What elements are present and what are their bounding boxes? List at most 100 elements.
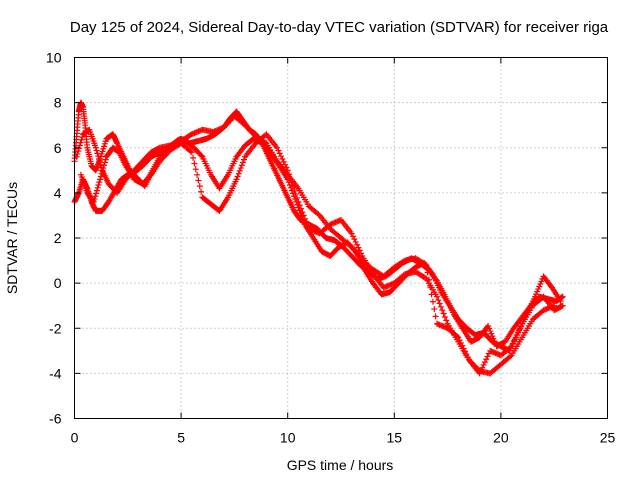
data-point: [94, 184, 101, 191]
data-point: [440, 310, 447, 317]
data-point: [79, 134, 86, 141]
data-point: [400, 258, 407, 265]
data-point: [294, 194, 301, 201]
data-point: [457, 339, 464, 346]
data-point: [515, 329, 522, 336]
data-point: [282, 161, 289, 168]
data-point: [349, 233, 356, 240]
data-point: [304, 222, 311, 229]
data-point: [455, 334, 462, 341]
x-tick-label: 15: [387, 430, 403, 446]
x-tick-label: 5: [177, 430, 185, 446]
data-point: [437, 303, 444, 310]
data-point: [96, 158, 103, 165]
data-point: [97, 161, 104, 168]
data-point: [78, 136, 85, 143]
data-point: [91, 196, 98, 203]
data-point: [477, 367, 484, 374]
data-point: [92, 193, 99, 200]
data-point: [559, 293, 566, 300]
data-point: [75, 148, 82, 155]
data-point: [93, 147, 100, 154]
data-point: [96, 179, 103, 186]
data-point: [239, 159, 246, 166]
data-point: [509, 340, 516, 347]
y-axis-label: SDTVAR / TECUs: [4, 182, 20, 294]
y-tick-label: 0: [54, 275, 62, 291]
x-tick-label: 10: [280, 430, 296, 446]
data-point: [95, 181, 102, 188]
data-point: [102, 156, 109, 163]
data-point: [557, 298, 564, 305]
data-point: [93, 187, 100, 194]
data-point: [298, 205, 305, 212]
data-point: [296, 202, 303, 209]
data-point: [351, 236, 358, 243]
data-point: [300, 212, 307, 219]
data-point: [237, 165, 244, 172]
data-point: [559, 302, 566, 309]
data-point: [188, 149, 195, 156]
x-axis-label: GPS time / hours: [287, 457, 394, 473]
data-point: [511, 337, 518, 344]
data-point: [460, 345, 467, 352]
data-point: [356, 247, 363, 254]
data-points: [71, 99, 566, 377]
data-point: [74, 150, 81, 157]
data-point: [77, 139, 84, 146]
data-point: [512, 334, 519, 341]
data-point: [436, 300, 443, 307]
x-tick-label: 20: [493, 430, 509, 446]
data-point: [433, 293, 440, 300]
data-point: [235, 170, 242, 177]
y-tick-label: -4: [49, 365, 62, 381]
data-point: [348, 230, 355, 237]
data-point: [76, 145, 83, 152]
data-point: [280, 158, 287, 165]
data-point: [92, 144, 99, 151]
y-tick-label: 2: [54, 230, 62, 246]
y-tick-label: 4: [54, 185, 62, 201]
data-point: [481, 359, 488, 366]
data-point: [198, 152, 205, 159]
data-point: [463, 351, 470, 358]
data-point: [424, 269, 431, 276]
data-point: [295, 198, 302, 205]
data-point: [187, 148, 194, 155]
data-point: [192, 166, 199, 173]
data-point: [196, 183, 203, 190]
data-point: [191, 160, 198, 167]
data-point: [95, 153, 102, 160]
tick-labels: 0 5 10 15 20 25 -6 -4 -2 0 2 4 6 8 10: [46, 50, 616, 446]
data-point: [90, 198, 97, 205]
data-point: [480, 361, 487, 368]
data-point: [435, 297, 442, 304]
data-point: [429, 298, 436, 305]
data-point: [96, 156, 103, 163]
data-point: [441, 313, 448, 320]
data-point: [234, 173, 241, 180]
data-point: [279, 156, 286, 163]
data-point: [427, 284, 434, 291]
data-point: [517, 323, 524, 330]
data-point: [456, 337, 463, 344]
data-point: [315, 211, 322, 218]
y-tick-label: 6: [54, 140, 62, 156]
data-point: [262, 139, 269, 146]
data-point: [274, 144, 281, 151]
data-point: [516, 326, 523, 333]
data-point: [97, 176, 104, 183]
x-tick-label: 25: [600, 430, 616, 446]
data-point: [194, 171, 201, 178]
axis-ticks: [74, 57, 608, 419]
data-point: [93, 190, 100, 197]
data-point: [507, 344, 514, 351]
data-point: [425, 276, 432, 283]
data-point: [101, 159, 108, 166]
data-point: [238, 162, 245, 169]
data-point: [443, 317, 450, 324]
y-tick-label: -2: [49, 320, 62, 336]
data-point: [198, 188, 205, 195]
data-point: [195, 177, 202, 184]
